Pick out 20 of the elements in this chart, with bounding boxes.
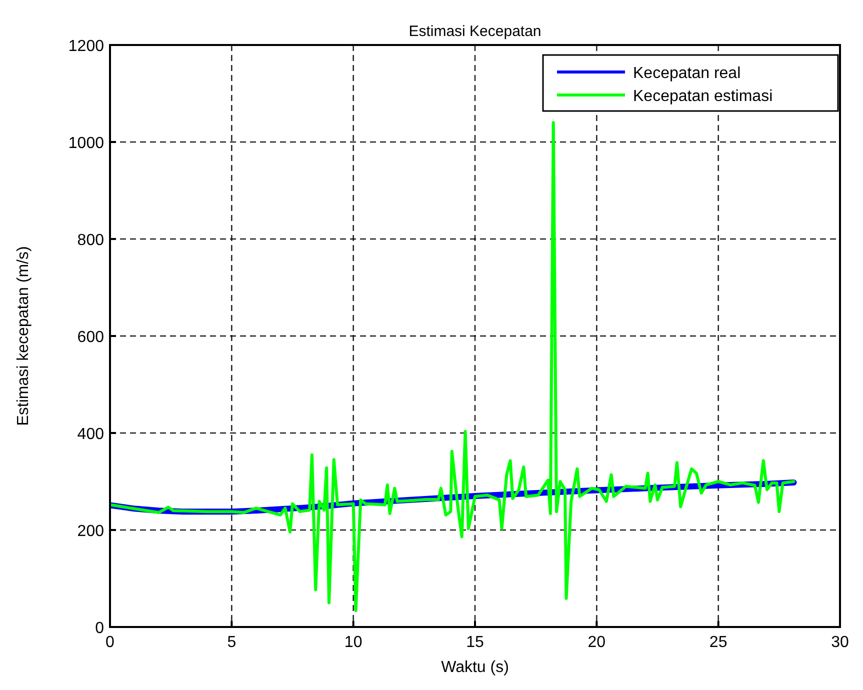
x-tick-label: 10 [344,634,362,651]
x-tick-label: 15 [466,634,484,651]
y-tick-label: 1000 [68,135,104,152]
line-series [110,121,796,612]
y-axis-title: Estimasi kecepatan (m/s) [15,246,32,426]
legend-label: Kecepatan real [633,65,741,82]
x-tick-label: 30 [831,634,849,651]
x-axis-title: Waktu (s) [441,659,509,676]
x-tick-label: 5 [227,634,236,651]
x-tick-label: 20 [588,634,606,651]
y-tick-label: 200 [77,523,104,540]
legend-label: Kecepatan estimasi [633,88,773,105]
y-tick-label: 0 [95,620,104,637]
y-tick-label: 600 [77,329,104,346]
x-tick-label: 0 [106,634,115,651]
y-tick-label: 400 [77,426,104,443]
chart-title: Estimasi Kecepatan [408,23,542,40]
x-tick-label: 25 [709,634,728,651]
y-tick-label: 1200 [68,38,104,55]
y-tick-label: 800 [77,232,104,249]
